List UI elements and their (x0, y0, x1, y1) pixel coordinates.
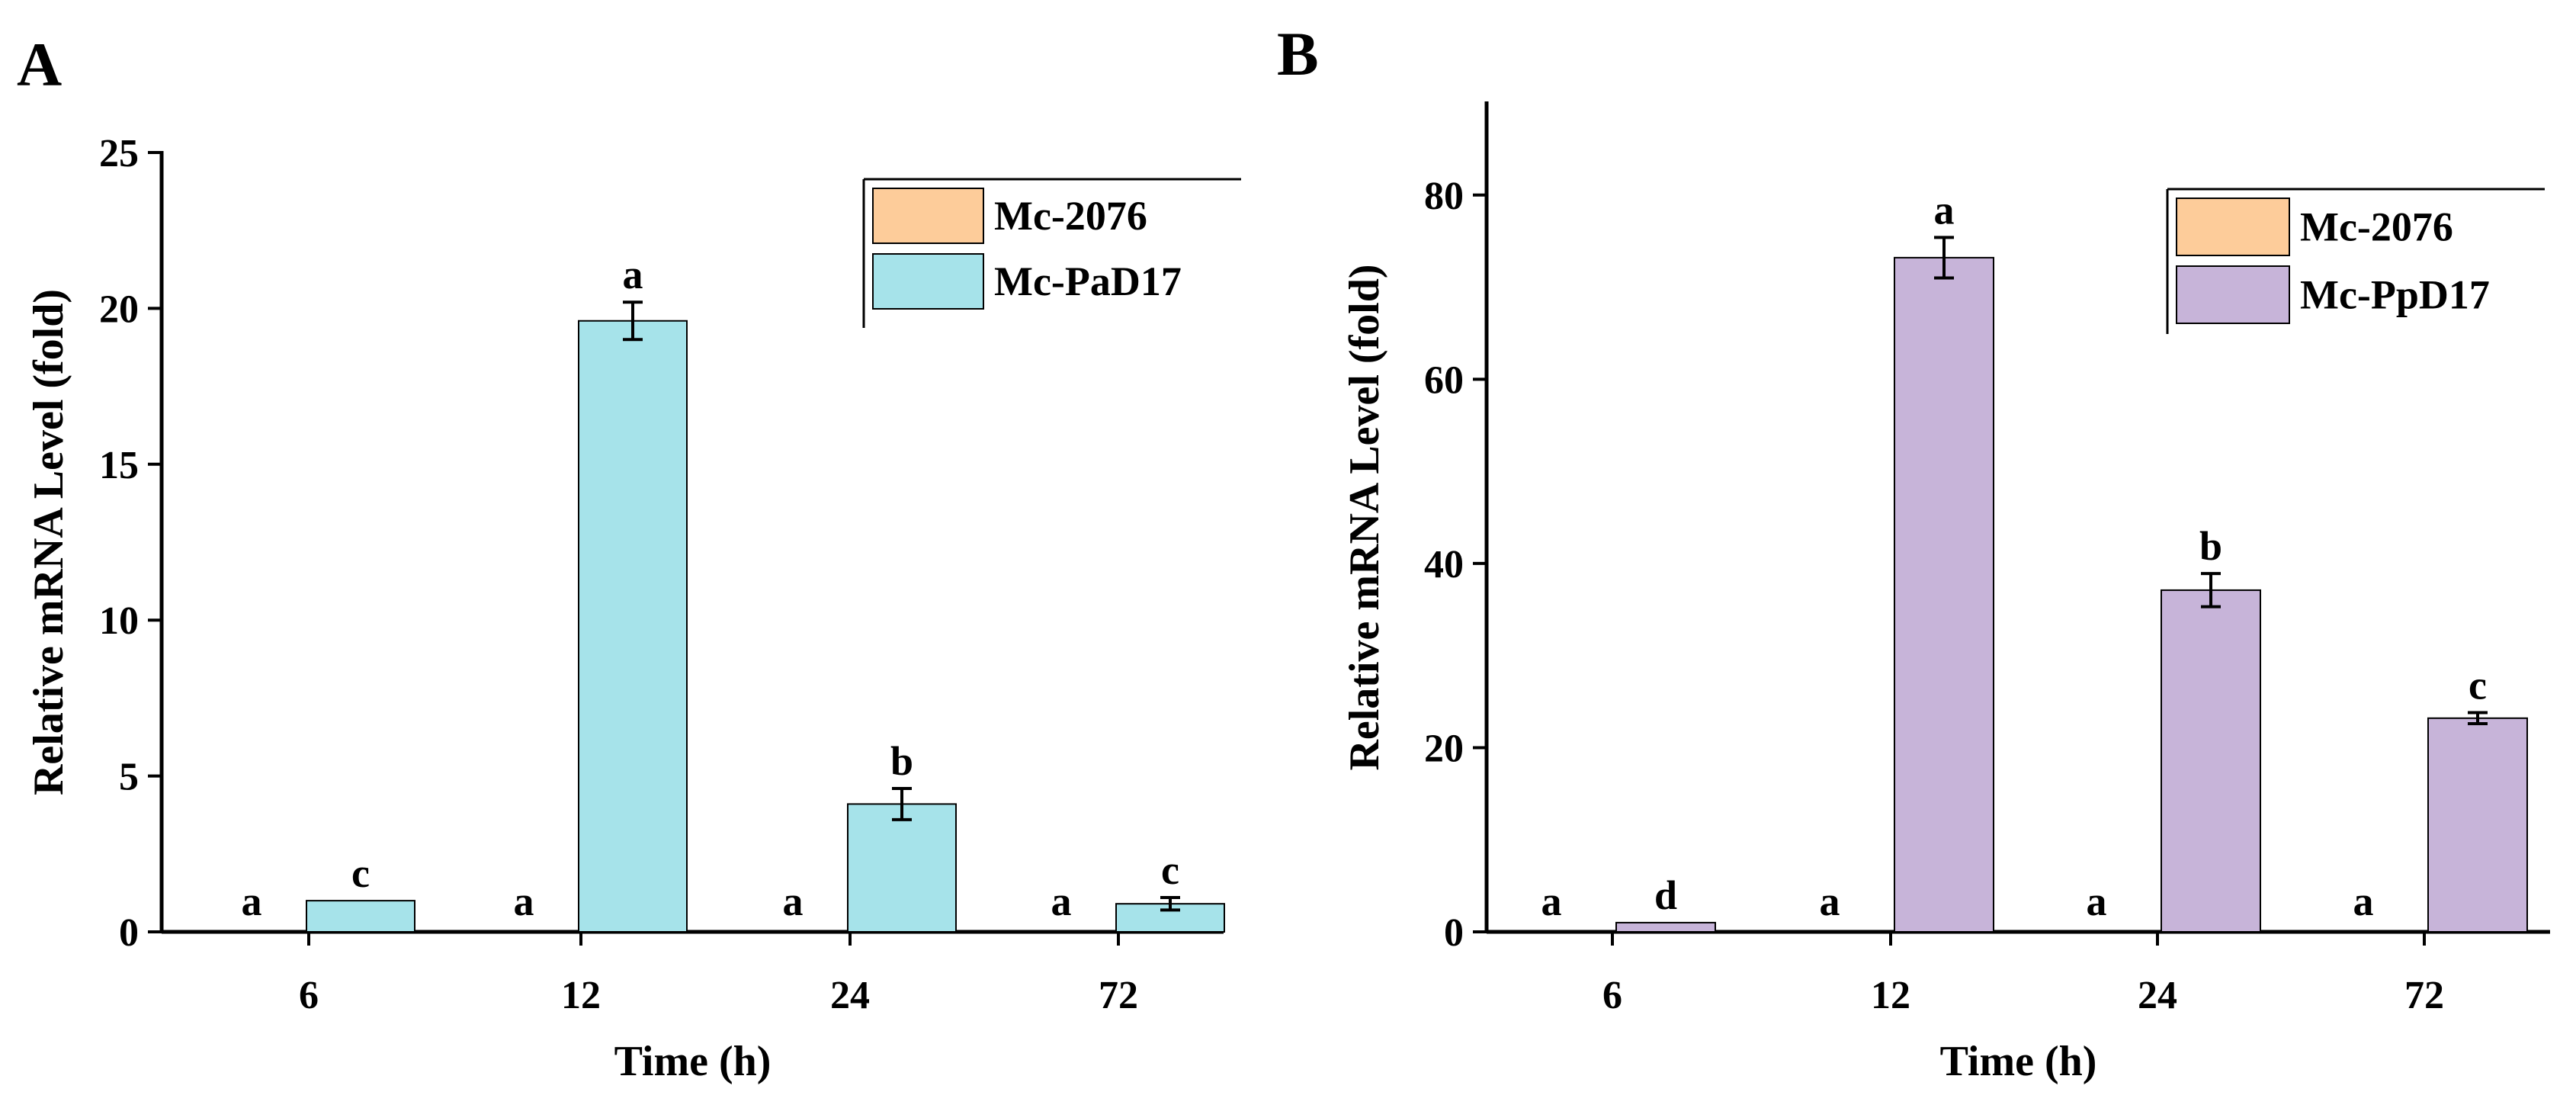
legend-label: Mc-PaD17 (994, 259, 1182, 304)
legend-label: Mc-PpD17 (2300, 272, 2490, 318)
panel-label: A (17, 30, 62, 99)
y-tick-label: 25 (99, 132, 139, 175)
bar (1894, 256, 1994, 933)
legend-label: Mc-2076 (994, 193, 1147, 239)
x-tick-label: 12 (561, 974, 601, 1017)
significance-label: a (2353, 878, 2374, 924)
legend-label: Mc-2076 (2300, 204, 2453, 250)
panel-label: B (1277, 19, 1319, 88)
significance-label: c (1161, 847, 1179, 893)
chart-panel-b: B 0 20 40 60 80 6 12 24 72 Time (h) Relative mRNA L… (1277, 19, 2550, 1085)
y-tick-label: 40 (1424, 543, 1464, 586)
y-tick-label: 0 (1444, 911, 1464, 955)
x-tick-label: 24 (2138, 974, 2177, 1017)
legend-swatch (2176, 265, 2290, 324)
x-axis-title: Time (h) (1940, 1038, 2097, 1085)
x-tick-label: 6 (1602, 974, 1622, 1017)
x-tick-label: 72 (1099, 974, 1138, 1017)
significance-label: a (783, 878, 804, 924)
significance-label: c (351, 850, 370, 896)
y-tick-label: 5 (119, 756, 139, 799)
bar (1615, 921, 1716, 933)
significance-label: a (1934, 187, 1955, 233)
legend-swatch (872, 188, 984, 244)
chart-panel-a: A 0 5 10 15 20 25 6 12 24 72 Time (h) Relative mRNA … (17, 30, 1241, 1085)
significance-label: a (242, 878, 262, 924)
bar (306, 900, 415, 933)
x-tick-label: 72 (2404, 974, 2444, 1017)
x-axis-title: Time (h) (614, 1038, 772, 1085)
significance-label: d (1654, 872, 1677, 918)
significance-label: b (2199, 523, 2222, 569)
x-tick-label: 12 (1871, 974, 1910, 1017)
significance-label: c (2469, 663, 2487, 708)
significance-label: b (890, 738, 913, 784)
y-axis-title: Relative mRNA Level (fold) (1341, 264, 1388, 770)
significance-label: a (623, 252, 643, 297)
y-tick-label: 20 (99, 287, 139, 331)
legend-swatch (872, 253, 984, 310)
bar (2161, 589, 2261, 933)
y-axis-title: Relative mRNA Level (fold) (25, 289, 72, 795)
bar (578, 320, 688, 933)
bar (847, 803, 957, 933)
significance-label: a (1820, 878, 1840, 924)
y-tick-label: 60 (1424, 358, 1464, 402)
significance-label: a (1541, 878, 1562, 924)
x-tick-label: 6 (299, 974, 319, 1017)
significance-label: a (1051, 878, 1072, 924)
y-tick-label: 10 (99, 599, 139, 643)
significance-label: a (2087, 878, 2107, 924)
y-tick-label: 0 (119, 911, 139, 955)
significance-label: a (514, 878, 534, 924)
x-tick-label: 24 (830, 974, 870, 1017)
bar (2427, 717, 2528, 933)
y-tick-label: 20 (1424, 727, 1464, 770)
legend-swatch (2176, 198, 2290, 256)
y-tick-label: 15 (99, 444, 139, 487)
y-tick-label: 80 (1424, 175, 1464, 218)
